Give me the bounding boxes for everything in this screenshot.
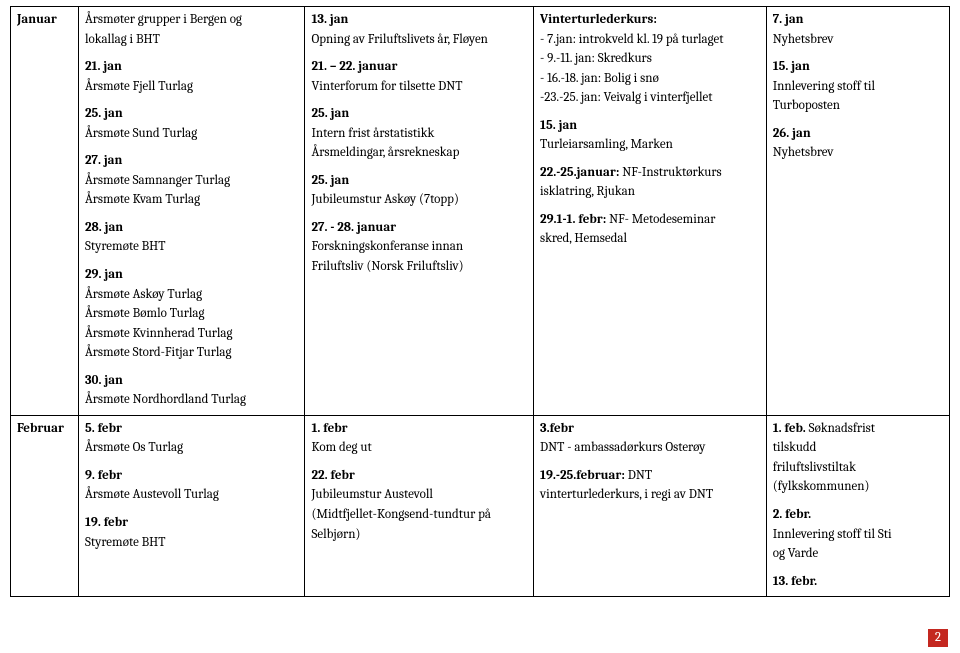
jan-col-frister: 7. jan Nyhetsbrev 15. jan Innlevering st… [766,7,949,416]
text: -23.-25. jan: Veivalg i vinterfjellet [540,90,712,105]
date-25jan: 25. jan [85,106,123,121]
heading-vinterturlederkurs: Vinterturlederkurs: [540,12,657,27]
text: friluftslivstiltak [773,460,856,475]
date-19feb: 19. febr [85,515,128,530]
text: - 7.jan: introkveld kl. 19 på turlaget [540,32,723,47]
date-2feb: 2. febr. [773,507,811,522]
text: skred, Hemsedal [540,231,627,246]
text: Årsmeldingar, årsrekneskap [311,145,459,160]
text: Årsmøte Nordhordland Turlag [85,392,246,407]
text: Forskningskonferanse innan [311,239,463,254]
jan-col-aktiviteter: Årsmøter grupper i Bergen og lokallag i … [78,7,305,416]
text: Årsmøte Sund Turlag [85,126,197,141]
feb-col-frister: 1. feb. Søknadsfrist tilskudd friluftsli… [766,415,949,596]
text: Årsmøte Kvam Turlag [85,192,200,207]
date-9feb: 9. febr [85,468,122,483]
text: Årsmøte Fjell Turlag [85,79,193,94]
text: NF- Metodeseminar [606,212,715,227]
text: isklatring, Rjukan [540,184,635,199]
date-25jan-c: 25. jan [311,173,349,188]
text: Opning av Friluftslivets år, Fløyen [311,32,487,47]
date-29-1: 29.1-1. febr: [540,212,606,227]
text: Kom deg ut [311,440,371,455]
text: Årsmøte Samnanger Turlag [85,173,230,188]
date-7jan: 7. jan [773,12,804,27]
text: (Midtfjellet-Kongsend-tundtur på [311,507,491,522]
date-27-28jan: 27. - 28. januar [311,220,396,235]
row-februar: Februar 5. febr Årsmøte Os Turlag 9. feb… [11,415,950,596]
text: Turleiarsamling, Marken [540,137,673,152]
text: Innlevering stoff til Sti [773,527,892,542]
feb-col-moter: 1. febr Kom deg ut 22. febr Jubileumstur… [305,415,534,596]
jan-col-kurs: Vinterturlederkurs: - 7.jan: introkveld … [534,7,767,416]
date-22-25jan: 22.-25.januar: [540,165,619,180]
text: DNT - ambassadørkurs Osterøy [540,440,705,455]
text: Nyhetsbrev [773,145,834,160]
text: Årsmøte Askøy Turlag [85,287,202,302]
date-5feb: 5. febr [85,421,122,436]
rowlabel-februar: Februar [11,415,79,596]
text: Årsmøte Os Turlag [85,440,183,455]
date-15jan-b: 15. jan [773,59,810,74]
text: (fylkskommunen) [773,479,870,494]
feb-col-aktiviteter: 5. febr Årsmøte Os Turlag 9. febr Årsmøt… [78,415,305,596]
date-3feb: 3.febr [540,421,574,436]
date-25jan-b: 25. jan [311,106,349,121]
date-13jan: 13. jan [311,12,348,27]
rowlabel-januar: Januar [11,7,79,416]
date-29jan: 29. jan [85,267,123,282]
text: Jubileumstur Askøy (7topp) [311,192,458,207]
text: Styremøte BHT [85,239,166,254]
text: Årsmøte Bømlo Turlag [85,306,204,321]
date-22feb: 22. febr [311,468,354,483]
date-1feb: 1. febr [311,421,347,436]
date-19-25feb: 19.-25.februar: [540,468,625,483]
text: og Varde [773,546,819,561]
text: Friluftsliv (Norsk Friluftsliv) [311,259,463,274]
text: NF-Instruktørkurs [619,165,721,180]
text: Årsmøte Austevoll Turlag [85,487,219,502]
row-januar: Januar Årsmøter grupper i Bergen og loka… [11,7,950,416]
text: - 16.-18. jan: Bolig i snø [540,71,659,86]
text: Nyhetsbrev [773,32,834,47]
text: lokallag i BHT [85,32,160,47]
text: Jubileumstur Austevoll [311,487,432,502]
text: Årsmøte Kvinnherad Turlag [85,326,233,341]
date-26jan: 26. jan [773,126,811,141]
date-21-22jan: 21. – 22. januar [311,59,397,74]
text: Søknadsfrist [806,421,875,436]
feb-col-kurs: 3.febr DNT - ambassadørkurs Osterøy 19.-… [534,415,767,596]
text: Selbjørn) [311,527,360,542]
text: tilskudd [773,440,817,455]
date-30jan: 30. jan [85,373,123,388]
text: vinterturlederkurs, i regi av DNT [540,487,713,502]
text: Årsmøte Stord-Fitjar Turlag [85,345,231,360]
date-1feb-b: 1. feb. [773,421,806,436]
text: Turboposten [773,98,840,113]
date-13feb: 13. febr. [773,574,817,589]
date-21jan: 21. jan [85,59,122,74]
calendar-table: Januar Årsmøter grupper i Bergen og loka… [10,6,950,597]
page-number: 2 [928,629,948,647]
text: Innlevering stoff til [773,79,875,94]
date-27jan: 27. jan [85,153,122,168]
text: Vinterforum for tilsette DNT [311,79,462,94]
date-28jan: 28. jan [85,220,123,235]
text: Styremøte BHT [85,535,166,550]
date-15jan: 15. jan [540,118,577,133]
text: - 9.-11. jan: Skredkurs [540,51,652,66]
text: DNT [625,468,652,483]
text: Årsmøter grupper i Bergen og [85,12,242,27]
text: Intern frist årstatistikk [311,126,434,141]
jan-col-moter: 13. jan Opning av Friluftslivets år, Flø… [305,7,534,416]
